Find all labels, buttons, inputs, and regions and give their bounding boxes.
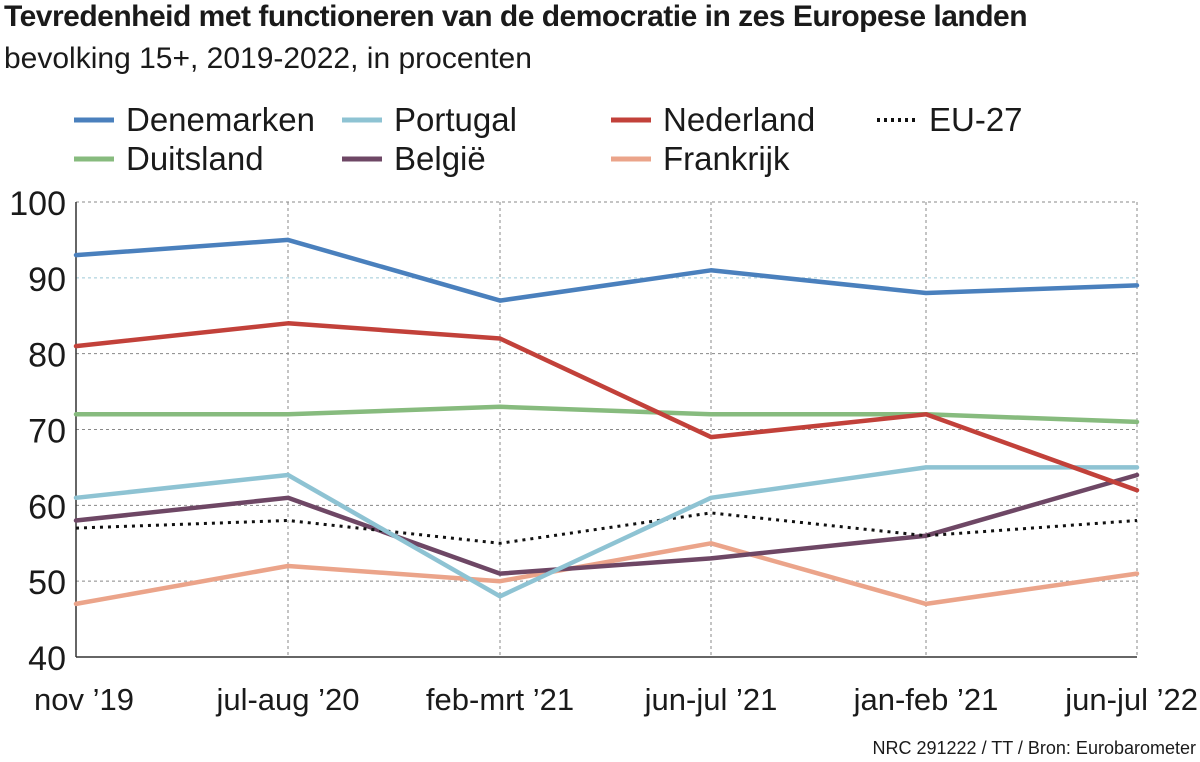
line-chart: Denemarken Portugal Nederland EU-27 Duitslan… xyxy=(9,101,1198,717)
legend-label: Nederland xyxy=(663,101,815,138)
x-tick-label: jan-feb ’21 xyxy=(853,682,999,717)
chart-grid xyxy=(76,201,1138,657)
x-tick-label: feb-mrt ’21 xyxy=(426,682,574,717)
legend-item: Nederland xyxy=(611,101,815,138)
chart-legend: Denemarken Portugal Nederland EU-27 Duitslan… xyxy=(74,101,1023,177)
y-tick-label: 90 xyxy=(28,261,66,299)
legend-label: EU-27 xyxy=(929,101,1023,138)
legend-item: België xyxy=(342,140,486,177)
legend-label: Portugal xyxy=(394,101,517,138)
legend-label: Frankrijk xyxy=(663,140,790,177)
y-tick-label: 70 xyxy=(28,413,66,451)
x-tick-label: nov ’19 xyxy=(34,682,134,717)
legend-item: Duitsland xyxy=(74,140,264,177)
series-line-frankrijk xyxy=(73,541,1140,607)
series-line-belgi- xyxy=(73,472,1140,576)
series-line-nederland xyxy=(73,321,1140,493)
legend-label: Denemarken xyxy=(126,101,315,138)
legend-label: België xyxy=(394,140,486,177)
chart-title: Tevredenheid met functioneren van de dem… xyxy=(4,0,1028,33)
chart-axes xyxy=(75,202,1137,658)
legend-label: Duitsland xyxy=(126,140,264,177)
legend-item: Portugal xyxy=(342,101,517,138)
x-tick-label: jun-jul ’21 xyxy=(644,682,778,717)
legend-item: Denemarken xyxy=(74,101,315,138)
chart-tick-labels: 100 90 80 70 60 50 40 nov ’19 jul-aug ’20 feb-mrt… xyxy=(9,185,1198,717)
y-tick-label: 40 xyxy=(28,640,66,678)
y-tick-label: 60 xyxy=(28,488,66,526)
chart-subtitle: bevolking 15+, 2019-2022, in procenten xyxy=(4,42,532,75)
y-tick-label: 50 xyxy=(28,564,66,602)
y-tick-label: 80 xyxy=(28,337,66,375)
chart-series xyxy=(73,237,1140,607)
y-tick-label: 100 xyxy=(9,185,66,223)
legend-item: EU-27 xyxy=(877,101,1023,138)
legend-item: Frankrijk xyxy=(611,140,790,177)
series-line-eu-27 xyxy=(75,511,1138,545)
series-line-portugal xyxy=(73,465,1140,599)
x-tick-label: jun-jul ’22 xyxy=(1064,682,1198,717)
x-tick-label: jul-aug ’20 xyxy=(215,682,359,717)
series-line-denemarken xyxy=(73,237,1140,303)
series-line-duitsland xyxy=(73,404,1140,425)
chart-source: NRC 291222 / TT / Bron: Eurobarometer xyxy=(872,738,1197,758)
